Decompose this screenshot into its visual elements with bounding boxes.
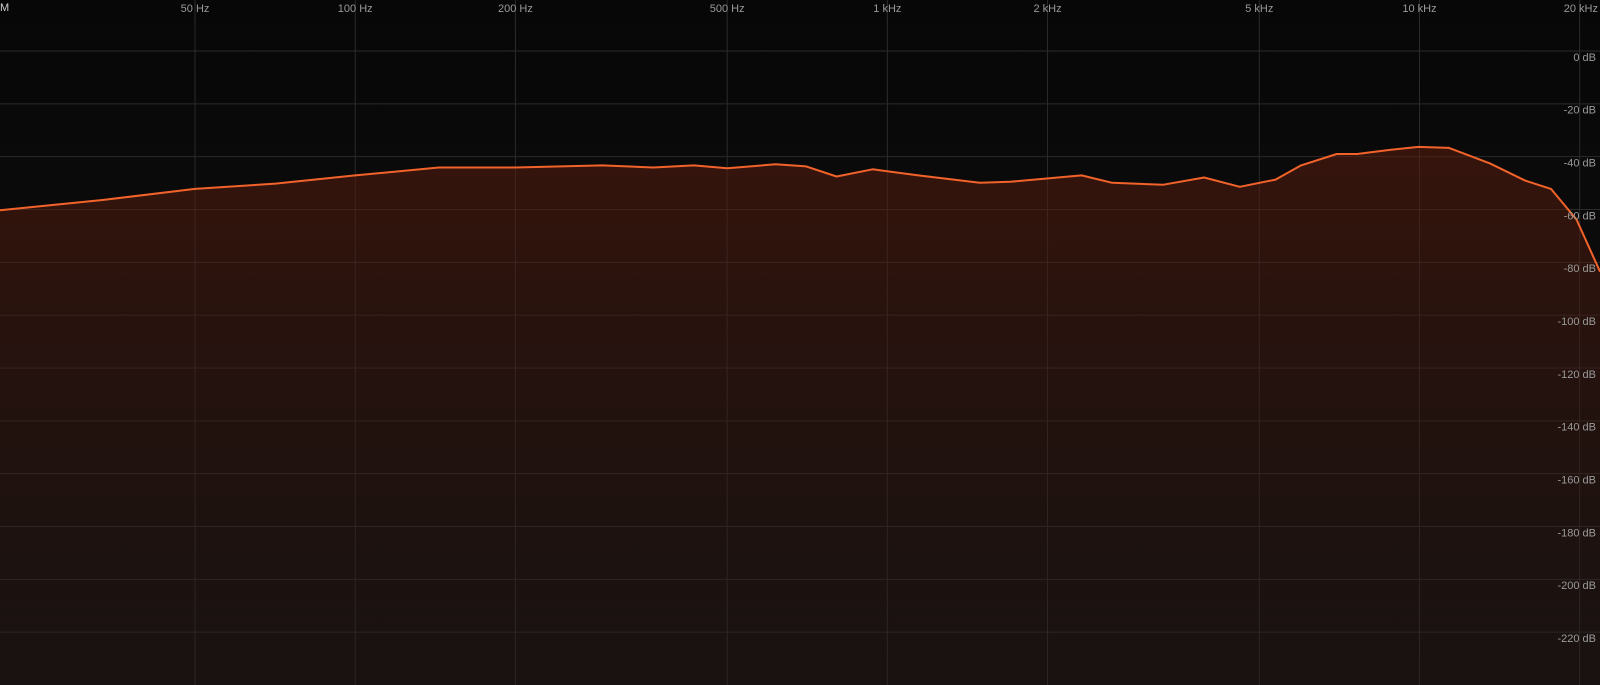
spectrum-line	[0, 145, 1600, 273]
y-tick-label: -140 dB	[1557, 422, 1596, 434]
x-tick-label: 50 Hz	[181, 3, 210, 15]
x-tick-label: 10 kHz	[1402, 3, 1436, 15]
x-tick-label: 100 Hz	[338, 3, 373, 15]
y-tick-label: -200 dB	[1557, 580, 1596, 592]
y-tick-label: 0 dB	[1573, 52, 1596, 64]
x-tick-label: 500 Hz	[710, 3, 745, 15]
y-tick-label: -80 dB	[1564, 263, 1596, 275]
x-tick-label: 200 Hz	[498, 3, 533, 15]
corner-label: M	[0, 2, 9, 14]
y-tick-label: -60 dB	[1564, 210, 1596, 222]
y-tick-label: -40 dB	[1564, 158, 1596, 170]
y-tick-label: -160 dB	[1557, 475, 1596, 487]
x-tick-label: 1 kHz	[873, 3, 901, 15]
y-tick-label: -220 dB	[1557, 633, 1596, 645]
x-tick-label: 20 kHz	[1564, 3, 1598, 15]
x-tick-label: 2 kHz	[1033, 3, 1061, 15]
spectrum	[0, 145, 1600, 685]
y-tick-label: -20 dB	[1564, 105, 1596, 117]
labels: 50 Hz 100 Hz 200 Hz 500 Hz 1 kHz 2 kHz 5 kHz 10…	[181, 3, 1598, 645]
y-tick-label: -120 dB	[1557, 369, 1596, 381]
y-tick-label: -180 dB	[1557, 527, 1596, 539]
area-fill	[0, 146, 1600, 685]
y-tick-label: -100 dB	[1557, 316, 1596, 328]
x-tick-label: 5 kHz	[1245, 3, 1273, 15]
